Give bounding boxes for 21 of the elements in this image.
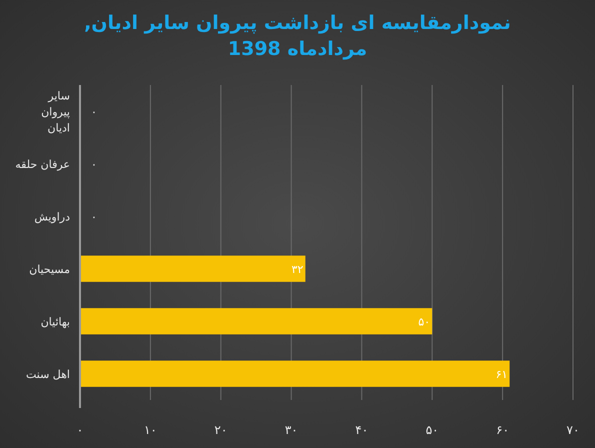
x-tick-label: ۳۰ (284, 423, 298, 437)
data-label: ۳۲ (291, 262, 304, 276)
x-tick-label: ۲۰ (214, 423, 228, 437)
y-tick-label: مسیحیان (29, 262, 70, 276)
x-tick-label: ۴۰ (355, 423, 368, 437)
data-label: ۵۰ (418, 315, 430, 328)
y-tick-label: سایر پیروان ادیان (41, 89, 70, 134)
chart-title: نمودارمقایسه ای بازداشت پیروان سایر ادیان, مردادماه 1398 (83, 11, 512, 62)
x-tick-label: ۶۰ (496, 423, 510, 437)
x-tick-label: ۷۰ (566, 423, 580, 437)
data-label: ۰ (91, 158, 97, 171)
y-tick-label: دراویش (34, 210, 70, 224)
y-tick-label: اهل سنت (26, 368, 70, 381)
x-tick-label: ۵۰ (426, 423, 439, 437)
y-tick-label: عرفان حلقه (15, 158, 70, 171)
y-tick-label: بهائیان (40, 315, 70, 328)
x-tick-label: ۰ (76, 423, 84, 437)
x-tick-label: ۱۰ (144, 423, 157, 437)
data-label: ۶۱ (496, 368, 508, 381)
data-label: ۰ (91, 210, 97, 224)
data-label: ۰ (91, 105, 97, 118)
